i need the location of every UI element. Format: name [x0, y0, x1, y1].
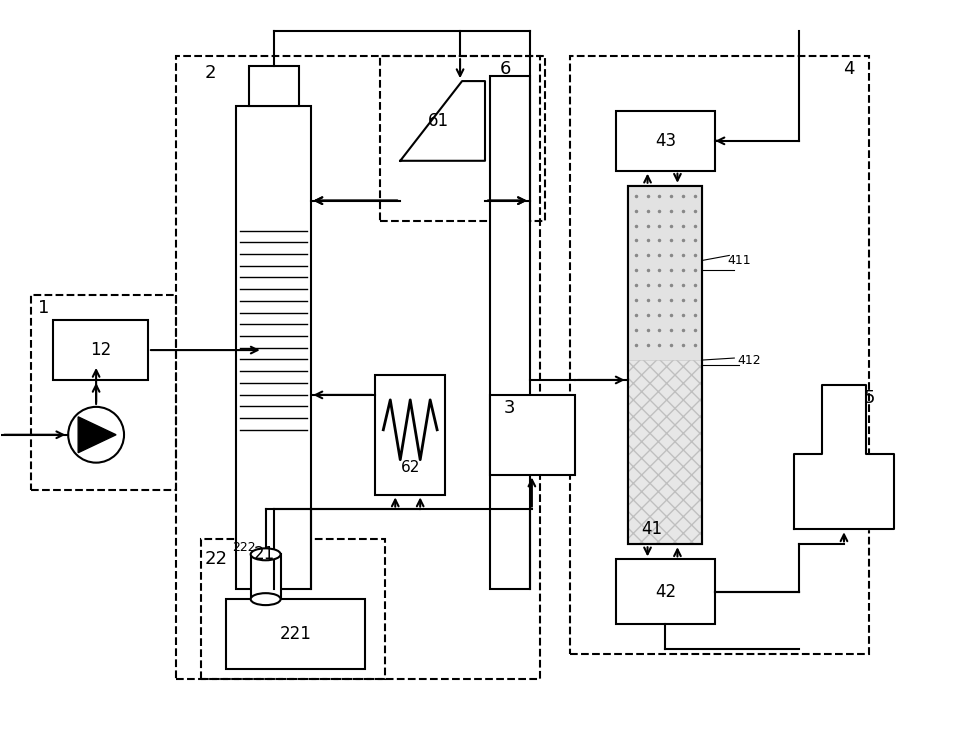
Bar — [248, 66, 298, 106]
Bar — [627, 186, 702, 360]
Text: 5: 5 — [862, 389, 874, 407]
Bar — [627, 186, 702, 545]
Ellipse shape — [250, 548, 280, 560]
Ellipse shape — [250, 593, 280, 605]
Text: 412: 412 — [736, 353, 761, 367]
Text: 6: 6 — [499, 60, 510, 78]
Text: 222: 222 — [232, 541, 255, 554]
Bar — [226, 599, 365, 669]
Bar — [615, 111, 714, 170]
Text: 41: 41 — [641, 520, 662, 539]
Text: 3: 3 — [504, 399, 516, 417]
Bar — [569, 56, 868, 654]
Text: 42: 42 — [654, 583, 675, 601]
Text: 21: 21 — [254, 545, 275, 563]
Bar — [201, 539, 385, 679]
Bar — [175, 56, 540, 679]
Text: 11: 11 — [89, 430, 103, 439]
Text: 12: 12 — [90, 341, 111, 359]
Polygon shape — [78, 417, 116, 453]
Bar — [615, 559, 714, 624]
Bar — [627, 186, 702, 545]
Bar — [250, 554, 280, 599]
Bar — [627, 360, 702, 545]
Bar — [380, 56, 545, 221]
Text: 61: 61 — [427, 112, 449, 130]
Bar — [31, 295, 175, 490]
Bar — [489, 76, 529, 589]
Text: 62: 62 — [400, 460, 420, 475]
Text: 2: 2 — [204, 64, 216, 82]
Bar — [235, 106, 310, 589]
Text: 43: 43 — [654, 132, 675, 150]
Text: 221: 221 — [279, 625, 311, 643]
Polygon shape — [400, 81, 484, 161]
Text: 1: 1 — [38, 299, 48, 317]
Text: 411: 411 — [727, 254, 750, 267]
Bar — [53, 320, 148, 380]
Polygon shape — [794, 385, 892, 529]
Bar — [375, 375, 445, 494]
Bar — [489, 395, 575, 474]
Text: 22: 22 — [204, 551, 227, 568]
Text: 4: 4 — [842, 60, 854, 78]
